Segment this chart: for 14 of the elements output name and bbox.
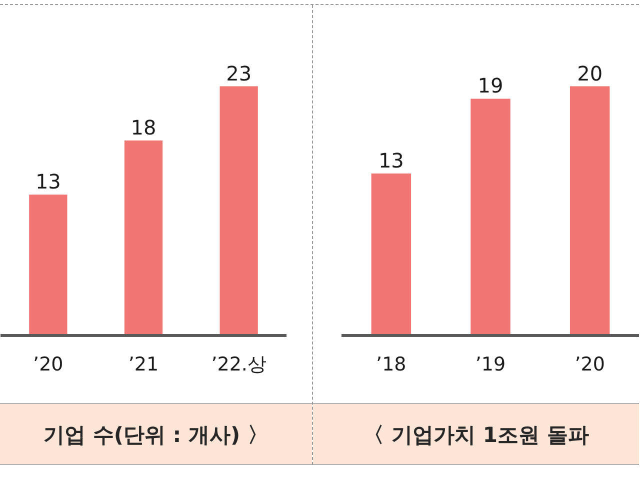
data-label: 18 — [130, 115, 156, 140]
data-label: 23 — [226, 61, 252, 86]
text: 〈 기업가치 1조원 돌파 — [363, 422, 589, 449]
data-label: 13 — [378, 148, 404, 172]
text: 기업 수(단위 : 개사) 〉 — [44, 422, 268, 449]
data-label: 13 — [35, 170, 61, 194]
x-tick-label: ’20 — [574, 354, 605, 376]
x-tick-label: ’18 — [376, 354, 406, 376]
x-tick-label: ’21 — [128, 354, 159, 376]
data-label: 19 — [478, 74, 504, 98]
x-tick-label: ’20 — [33, 354, 64, 376]
x-tick-label: ’19 — [475, 354, 506, 376]
x-tick-label: ’22.상 — [211, 354, 266, 376]
data-label: 20 — [577, 61, 603, 86]
